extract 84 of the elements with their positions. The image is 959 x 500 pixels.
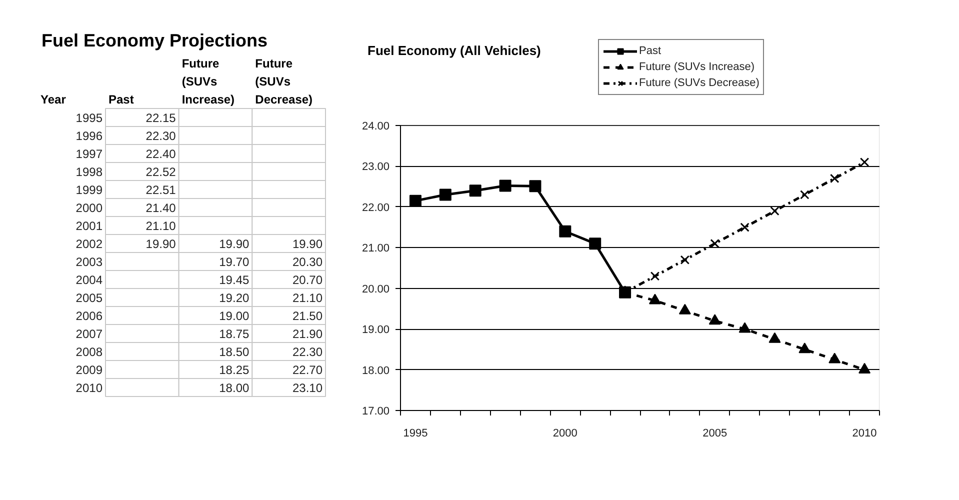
data-label: 22.70	[292, 363, 323, 377]
data-label: 21.90	[292, 327, 323, 341]
data-label: 19.45	[219, 273, 250, 287]
point	[710, 238, 720, 248]
y-tick-label: 1995	[76, 111, 103, 125]
x-tick-label: Future (SUVs Increase)	[182, 56, 235, 106]
data-label: 21.10	[146, 219, 176, 233]
data-label: 22.15	[146, 111, 176, 125]
y-tick-label: 2000	[76, 201, 103, 215]
data-label: 23.10	[292, 381, 323, 395]
data-label: 19.00	[219, 309, 250, 323]
y-tick-label: 1997	[76, 147, 103, 161]
point	[680, 255, 690, 264]
data-label: 18.50	[219, 345, 250, 359]
point	[800, 190, 810, 200]
y-tick-label: 2005	[76, 291, 103, 305]
point	[559, 225, 572, 238]
point	[858, 362, 871, 374]
y-tick-label: 2008	[76, 345, 103, 359]
y-tick-label: 1996	[76, 129, 103, 143]
y-tick-label: 2007	[76, 327, 103, 341]
y-tick-label: 20.00	[362, 283, 390, 296]
data-label: 21.10	[292, 291, 323, 305]
point	[708, 314, 721, 325]
point	[798, 342, 811, 354]
x-tick-label: 2005	[702, 428, 728, 440]
data-label: 22.51	[146, 183, 176, 197]
data-label: 18.75	[219, 327, 250, 341]
data-label: 18.25	[219, 363, 250, 377]
y-tick-label: 18.00	[362, 364, 390, 377]
point	[650, 272, 660, 281]
point	[768, 332, 781, 343]
data-label: 19.90	[146, 237, 176, 251]
data-label: 20.30	[292, 255, 323, 269]
point	[830, 174, 840, 184]
y-tick-label: 2004	[76, 273, 103, 287]
point	[499, 180, 512, 192]
x-tick-label: Future (SUVs Decrease)	[255, 56, 313, 106]
y-tick-label: 23.00	[362, 161, 390, 174]
x-tick-label: Past	[108, 92, 134, 106]
y-tick-label: 22.00	[362, 202, 390, 214]
point	[678, 304, 691, 314]
x-tick-label: 2010	[852, 428, 877, 440]
y-tick-label: 2010	[76, 381, 103, 395]
y-tick-label: 2002	[76, 237, 103, 251]
x-tick-label: 1995	[403, 428, 428, 440]
data-label: 19.90	[219, 237, 250, 251]
x-tick-label: 2000	[552, 428, 578, 440]
legend-label: Past	[639, 44, 662, 58]
y-axis-title: Year	[40, 92, 66, 106]
y-tick-label: 2003	[76, 255, 103, 269]
point	[828, 352, 841, 364]
data-label: 19.70	[219, 255, 250, 269]
data-label: 18.00	[219, 381, 250, 395]
point	[738, 322, 751, 333]
y-tick-label: 24.00	[362, 120, 390, 132]
data-label: 22.30	[292, 345, 323, 359]
y-tick-label: 21.00	[362, 242, 390, 255]
point	[648, 294, 661, 304]
y-tick-label: 2009	[76, 363, 103, 377]
point	[740, 222, 750, 232]
chart-title: Fuel Economy Projections	[42, 30, 268, 50]
point	[589, 238, 602, 250]
data-label: 22.40	[146, 147, 176, 161]
point	[469, 184, 482, 197]
point	[439, 188, 452, 201]
y-tick-label: 2006	[76, 309, 103, 323]
data-label: 22.30	[146, 129, 176, 143]
chart-title: Fuel Economy (All Vehicles)	[368, 43, 541, 58]
point	[529, 180, 542, 192]
data-label: 21.40	[146, 201, 176, 215]
data-label: 20.70	[292, 273, 323, 287]
y-tick-label: 17.00	[362, 406, 390, 418]
y-tick-label: 2001	[76, 219, 103, 233]
y-tick-label: 1999	[76, 183, 103, 197]
point	[770, 206, 780, 216]
y-tick-label: 1998	[76, 165, 103, 179]
point	[860, 158, 870, 167]
point	[409, 194, 422, 207]
data-label: 19.90	[292, 237, 323, 251]
data-label: 21.50	[292, 309, 323, 323]
y-tick-label: 19.00	[362, 324, 390, 336]
data-label: 22.52	[146, 165, 176, 179]
data-label: 19.20	[219, 291, 250, 305]
